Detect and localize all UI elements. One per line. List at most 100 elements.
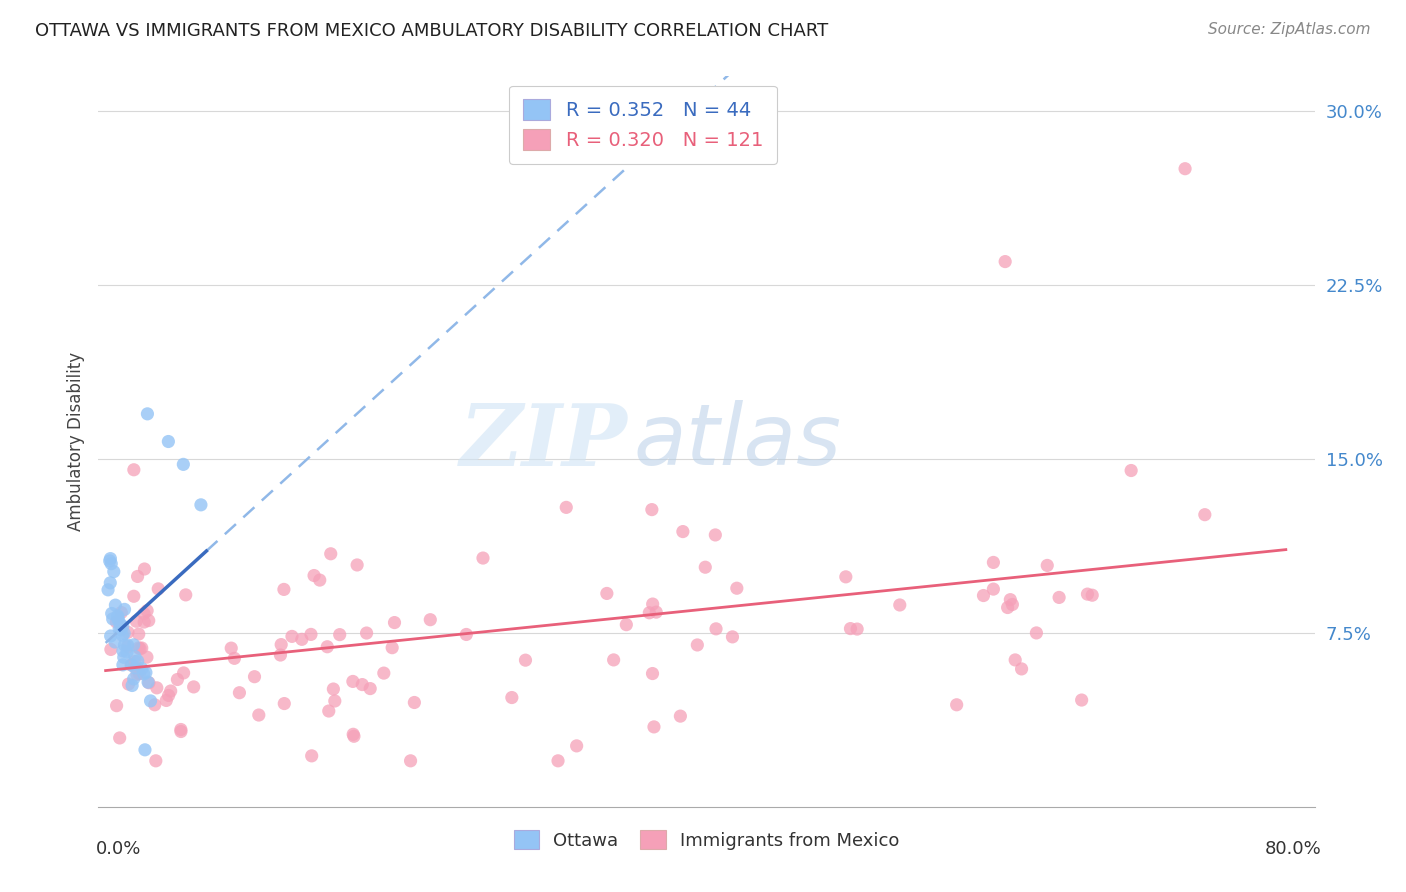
Point <box>839 622 862 636</box>
Point <box>112 626 135 640</box>
Text: Source: ZipAtlas.com: Source: ZipAtlas.com <box>1208 22 1371 37</box>
Point <box>302 568 325 582</box>
Point <box>515 653 537 667</box>
Point <box>155 693 177 707</box>
Point <box>157 434 180 449</box>
Point <box>111 619 134 633</box>
Text: OTTAWA VS IMMIGRANTS FROM MEXICO AMBULATORY DISABILITY CORRELATION CHART: OTTAWA VS IMMIGRANTS FROM MEXICO AMBULAT… <box>35 22 828 40</box>
Point <box>342 674 364 689</box>
Point <box>997 600 1019 615</box>
Point <box>381 640 404 655</box>
Point <box>329 627 352 641</box>
Point <box>100 551 122 566</box>
Point <box>273 697 295 711</box>
Point <box>111 657 134 672</box>
Point <box>122 638 145 652</box>
Point <box>343 729 366 743</box>
Point <box>122 672 145 686</box>
Point <box>125 667 148 681</box>
Point <box>342 727 364 741</box>
Point <box>983 556 1005 570</box>
Y-axis label: Ambulatory Disability: Ambulatory Disability <box>66 352 84 531</box>
Point <box>105 615 128 629</box>
Point <box>128 640 150 655</box>
Point <box>721 630 744 644</box>
Point <box>100 629 122 643</box>
Point <box>299 627 322 641</box>
Point <box>122 463 145 477</box>
Point <box>994 254 1017 268</box>
Point <box>1081 588 1104 602</box>
Point <box>645 605 668 619</box>
Point <box>159 684 181 698</box>
Point <box>114 602 136 616</box>
Point <box>115 645 138 659</box>
Point <box>108 616 131 631</box>
Point <box>136 407 159 421</box>
Point <box>945 698 967 712</box>
Point <box>117 625 139 640</box>
Point <box>686 638 709 652</box>
Point <box>121 658 143 673</box>
Point <box>104 598 127 612</box>
Point <box>704 622 727 636</box>
Point <box>111 628 134 642</box>
Point <box>117 640 139 654</box>
Point <box>1070 693 1092 707</box>
Point <box>132 667 155 681</box>
Point <box>183 680 205 694</box>
Point <box>108 622 131 636</box>
Point <box>1025 626 1047 640</box>
Point <box>146 681 169 695</box>
Point <box>121 678 143 692</box>
Point <box>120 657 142 672</box>
Point <box>148 582 170 596</box>
Point <box>281 629 304 643</box>
Point <box>641 502 664 516</box>
Text: 0.0%: 0.0% <box>96 840 141 858</box>
Point <box>456 627 478 641</box>
Point <box>111 644 134 658</box>
Point <box>170 723 193 737</box>
Point <box>547 754 569 768</box>
Point <box>107 610 129 624</box>
Point <box>134 743 156 757</box>
Point <box>672 524 695 539</box>
Point <box>273 582 295 597</box>
Point <box>136 604 159 618</box>
Point <box>127 654 149 668</box>
Point <box>695 560 717 574</box>
Point <box>352 677 374 691</box>
Point <box>1076 587 1098 601</box>
Text: 80.0%: 80.0% <box>1265 840 1322 858</box>
Point <box>129 641 152 656</box>
Point <box>669 709 692 723</box>
Point <box>103 565 125 579</box>
Point <box>100 642 122 657</box>
Point <box>596 586 619 600</box>
Point <box>100 607 122 621</box>
Point <box>138 675 160 690</box>
Point <box>301 748 323 763</box>
Point <box>889 598 911 612</box>
Point <box>128 627 150 641</box>
Point <box>219 641 242 656</box>
Point <box>359 681 381 696</box>
Point <box>114 638 136 652</box>
Point <box>1121 463 1143 477</box>
Point <box>384 615 406 630</box>
Point <box>565 739 588 753</box>
Point <box>501 690 523 705</box>
Text: atlas: atlas <box>634 400 842 483</box>
Point <box>108 731 131 745</box>
Point <box>318 704 340 718</box>
Point <box>124 661 146 675</box>
Point <box>555 500 578 515</box>
Legend: Ottawa, Immigrants from Mexico: Ottawa, Immigrants from Mexico <box>503 819 910 861</box>
Point <box>725 581 748 595</box>
Point <box>110 623 132 637</box>
Point <box>157 689 180 703</box>
Point <box>101 612 124 626</box>
Point <box>128 666 150 681</box>
Point <box>117 638 139 652</box>
